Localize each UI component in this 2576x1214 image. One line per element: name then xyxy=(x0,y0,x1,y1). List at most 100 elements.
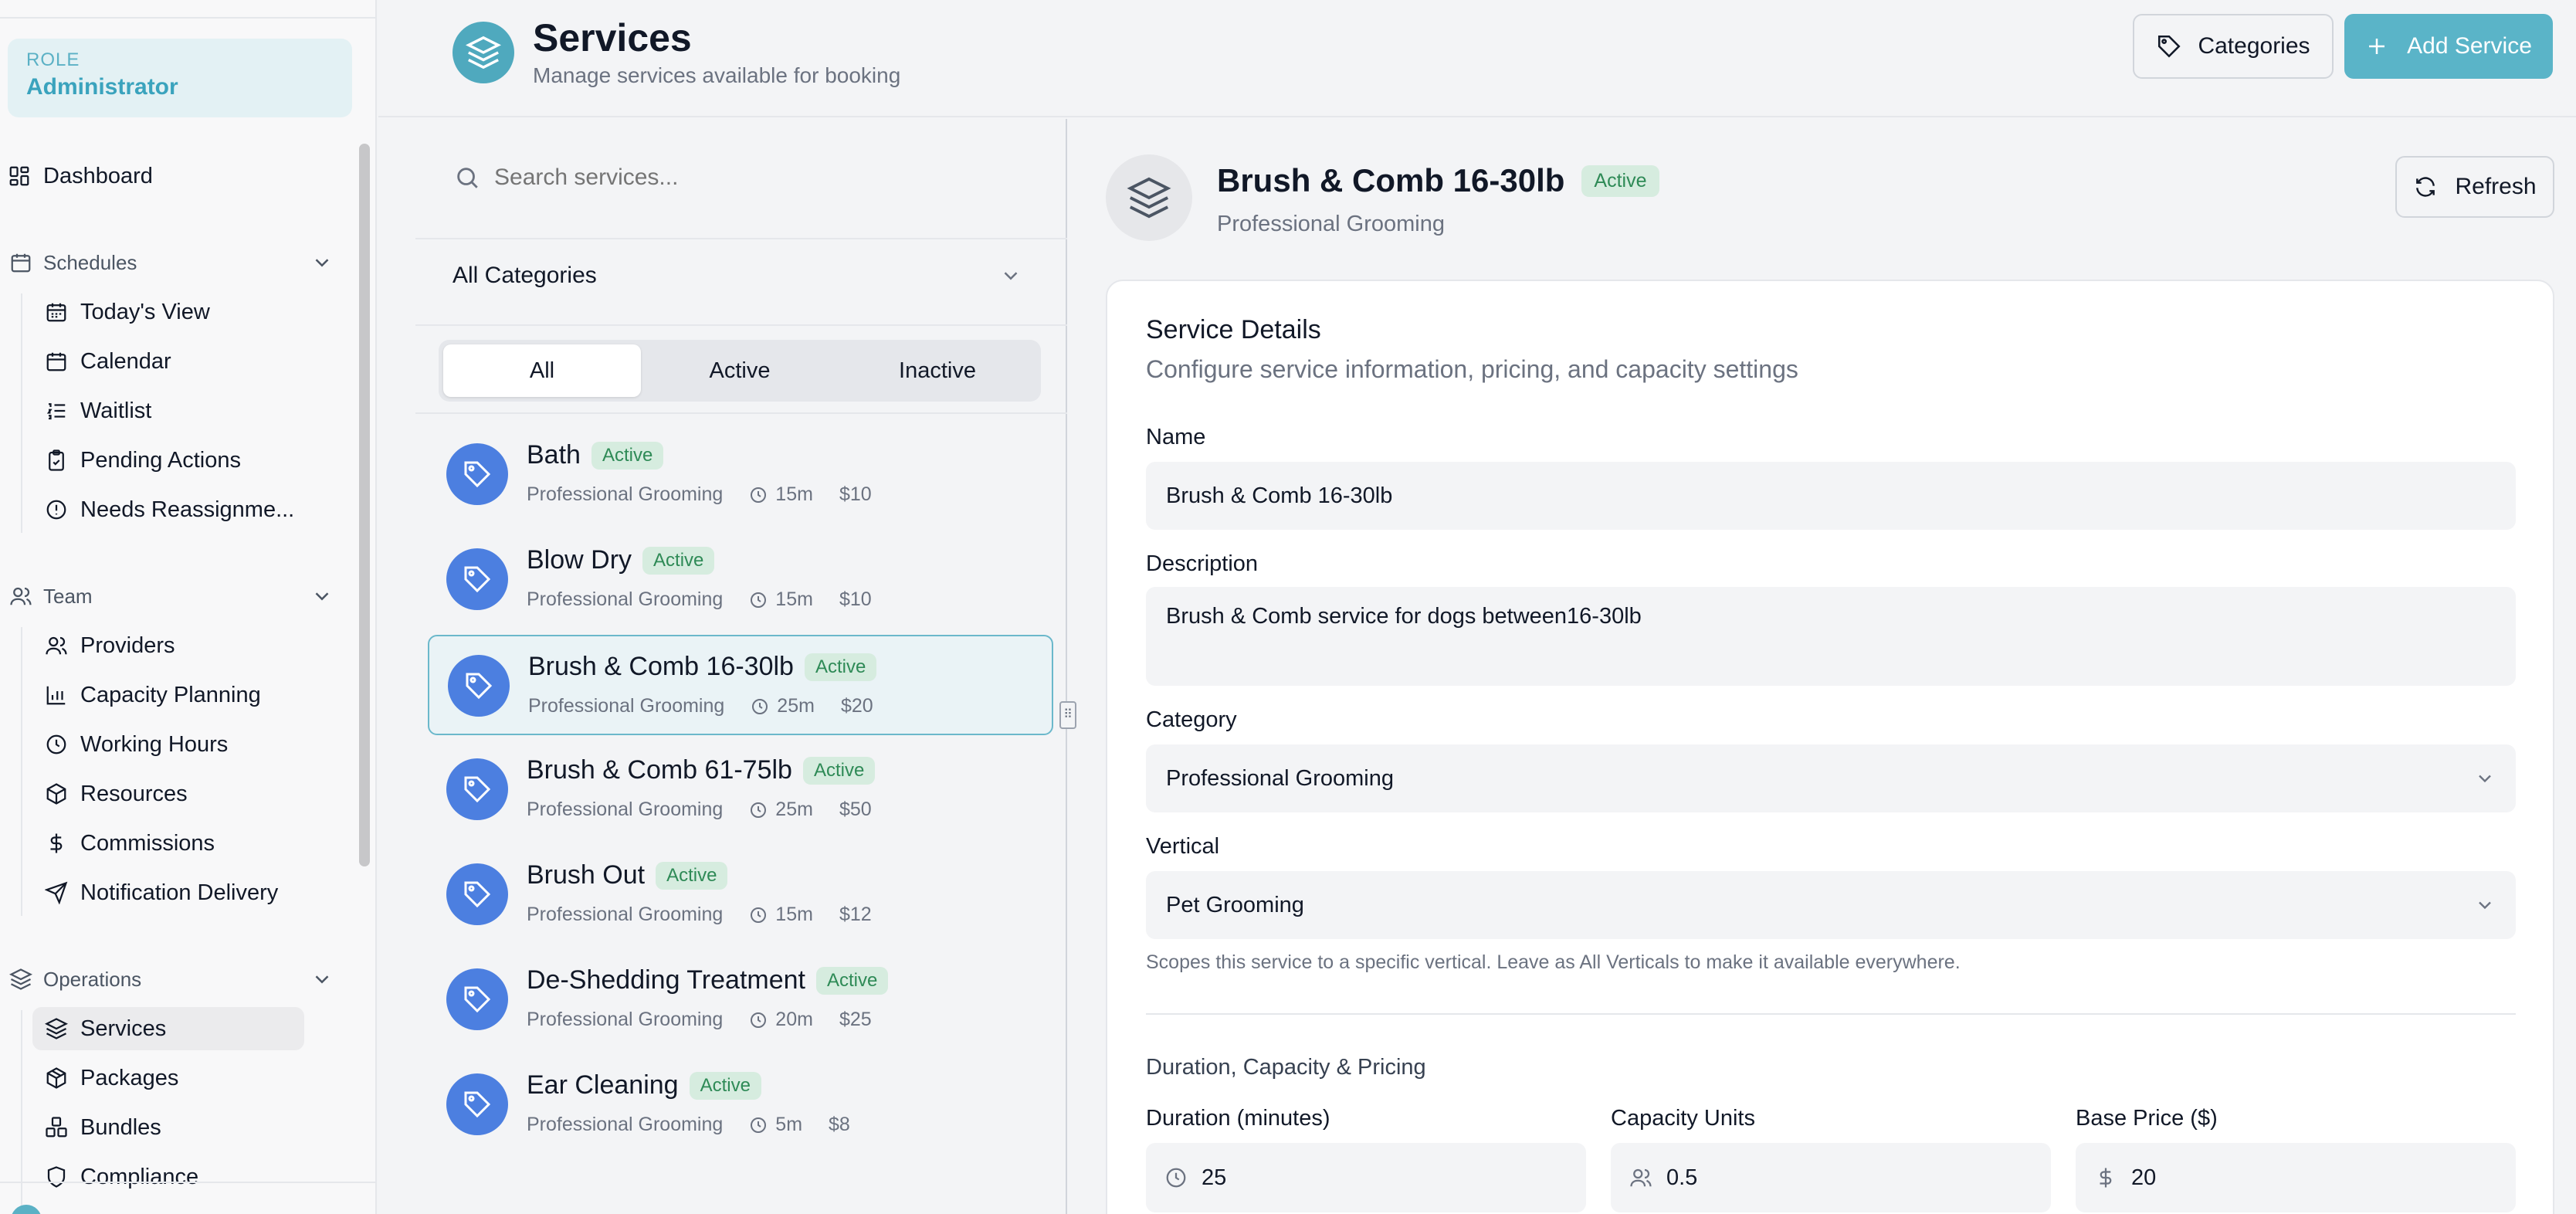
status-badge: Active xyxy=(1581,164,1659,197)
categories-button[interactable]: Categories xyxy=(2133,14,2334,79)
service-meta: Professional Grooming 5m $8 xyxy=(527,1114,850,1136)
chevron-down-icon xyxy=(315,975,329,984)
tree-line-team xyxy=(21,627,22,916)
service-price: $10 xyxy=(839,483,872,505)
service-name: Brush & Comb 61-75lb xyxy=(527,755,792,785)
nav-bundles[interactable]: Bundles xyxy=(45,1108,161,1147)
detail-service-category: Professional Grooming xyxy=(1217,212,1445,236)
nav-pending-actions[interactable]: Pending Actions xyxy=(45,441,241,480)
list-divider xyxy=(415,412,1067,414)
service-meta: Professional Grooming 15m $10 xyxy=(527,483,872,506)
vertical-select[interactable]: Pet Grooming xyxy=(1146,871,2516,939)
duration-field[interactable]: 25 xyxy=(1146,1143,1586,1212)
status-badge: Active xyxy=(642,546,715,575)
alert-circle-icon xyxy=(46,500,66,520)
nav-notification-delivery[interactable]: Notification Delivery xyxy=(45,873,278,912)
service-icon xyxy=(446,548,508,610)
service-duration: 15m xyxy=(775,483,813,505)
chevron-down-icon xyxy=(315,592,329,601)
dollar-icon xyxy=(50,833,63,853)
service-price: $50 xyxy=(839,799,872,820)
nav-pending-actions-label: Pending Actions xyxy=(80,447,241,473)
sidebar-scrollbar-thumb[interactable] xyxy=(359,144,370,866)
tab-inactive[interactable]: Inactive xyxy=(899,358,976,383)
nav-resources[interactable]: Resources xyxy=(45,775,188,813)
capacity-field[interactable]: 0.5 xyxy=(1611,1143,2051,1212)
nav-todays-view[interactable]: Today's View xyxy=(45,293,210,331)
refresh-button[interactable]: Refresh xyxy=(2395,156,2554,218)
service-icon xyxy=(446,758,508,820)
nav-group-operations[interactable]: Operations xyxy=(9,960,334,999)
service-list-item[interactable]: Brush & Comb 16-30lb Active Professional G… xyxy=(428,635,1053,735)
panel-resize-handle[interactable]: ⠿ xyxy=(1059,701,1076,729)
layers-icon xyxy=(45,1018,68,1039)
category-filter-select[interactable]: All Categories xyxy=(439,249,1041,303)
nav-group-schedules-label: Schedules xyxy=(43,250,137,274)
service-list-item[interactable]: Ear Cleaning Active Professional Grooming 5… xyxy=(428,1055,1053,1155)
nav-needs-reassignment-label: Needs Reassignme... xyxy=(80,497,295,522)
price-field[interactable]: 20 xyxy=(2076,1143,2516,1212)
user-avatar[interactable] xyxy=(11,1205,42,1214)
nav-compliance[interactable]: Compliance xyxy=(45,1158,198,1196)
service-duration: 20m xyxy=(775,1009,813,1030)
send-icon xyxy=(45,881,68,904)
tag-icon xyxy=(464,1091,491,1118)
service-list-item[interactable]: Bath Active Professional Grooming 15m $10 xyxy=(428,425,1053,525)
service-list-item[interactable]: De-Shedding Treatment Active Professional … xyxy=(428,950,1053,1050)
nav-capacity-planning[interactable]: Capacity Planning xyxy=(45,676,261,714)
service-category: Professional Grooming xyxy=(527,904,724,925)
plus-icon xyxy=(2369,39,2385,54)
name-field[interactable]: Brush & Comb 16-30lb xyxy=(1146,462,2516,530)
nav-needs-reassignment[interactable]: Needs Reassignme... xyxy=(45,490,294,529)
nav-services[interactable]: Services xyxy=(45,1009,166,1048)
service-title-row: Blow Dry Active xyxy=(527,545,715,575)
search-box[interactable] xyxy=(439,147,1041,209)
status-tabs: All Active Inactive xyxy=(439,340,1041,402)
add-service-button-label: Add Service xyxy=(2407,33,2532,59)
nav-group-team[interactable]: Team xyxy=(9,577,334,615)
chevron-down-icon xyxy=(315,259,329,267)
add-service-button[interactable]: Add Service xyxy=(2344,14,2553,79)
nav-working-hours-label: Working Hours xyxy=(80,731,229,757)
card-subtitle: Configure service information, pricing, … xyxy=(1146,355,1798,383)
nav-commissions[interactable]: Commissions xyxy=(45,824,215,863)
service-list-item[interactable]: Brush Out Active Professional Grooming 15m $… xyxy=(428,845,1053,945)
nav-packages[interactable]: Packages xyxy=(45,1059,178,1097)
service-meta: Professional Grooming 20m $25 xyxy=(527,1009,872,1031)
nav-dashboard[interactable]: Dashboard xyxy=(8,157,153,195)
service-list-item[interactable]: Blow Dry Active Professional Grooming 15m $1… xyxy=(428,530,1053,630)
service-list-item[interactable]: Brush & Comb 61-75lb Active Professional G… xyxy=(428,740,1053,840)
service-category: Professional Grooming xyxy=(527,1009,724,1030)
sidebar-bottom-divider xyxy=(0,1182,375,1183)
clock-icon xyxy=(751,907,767,923)
page-title: Services xyxy=(533,16,692,59)
service-title-row: Bath Active xyxy=(527,440,664,470)
nav-providers[interactable]: Providers xyxy=(45,626,175,665)
vertical-label: Vertical xyxy=(1146,834,1220,859)
clock-icon xyxy=(751,592,767,608)
service-category: Professional Grooming xyxy=(527,588,724,610)
vertical-select-value: Pet Grooming xyxy=(1166,892,1304,917)
tab-active[interactable]: Active xyxy=(709,358,771,383)
nav-group-schedules[interactable]: Schedules xyxy=(9,243,334,282)
service-icon xyxy=(446,443,508,505)
page-subtitle: Manage services available for booking xyxy=(533,63,901,87)
clock-icon xyxy=(46,734,66,755)
search-input[interactable] xyxy=(494,164,1004,191)
category-select-value: Professional Grooming xyxy=(1166,765,1394,791)
shield-icon xyxy=(47,1166,66,1188)
dollar-icon xyxy=(2100,1168,2112,1188)
tab-all[interactable]: All xyxy=(443,344,641,397)
description-field[interactable]: Brush & Comb service for dogs between16-… xyxy=(1146,587,2516,686)
service-price: $8 xyxy=(829,1114,850,1135)
nav-calendar[interactable]: Calendar xyxy=(45,342,171,381)
category-select[interactable]: Professional Grooming xyxy=(1146,744,2516,812)
nav-waitlist[interactable]: Waitlist xyxy=(45,392,151,430)
nav-working-hours[interactable]: Working Hours xyxy=(45,725,228,764)
status-badge: Active xyxy=(591,441,664,470)
nav-providers-label: Providers xyxy=(80,632,175,658)
dashboard-icon xyxy=(9,166,29,186)
nav-capacity-planning-label: Capacity Planning xyxy=(80,682,261,707)
role-value: Administrator xyxy=(26,74,178,100)
page-header: Services Manage services available for b… xyxy=(378,0,2576,117)
